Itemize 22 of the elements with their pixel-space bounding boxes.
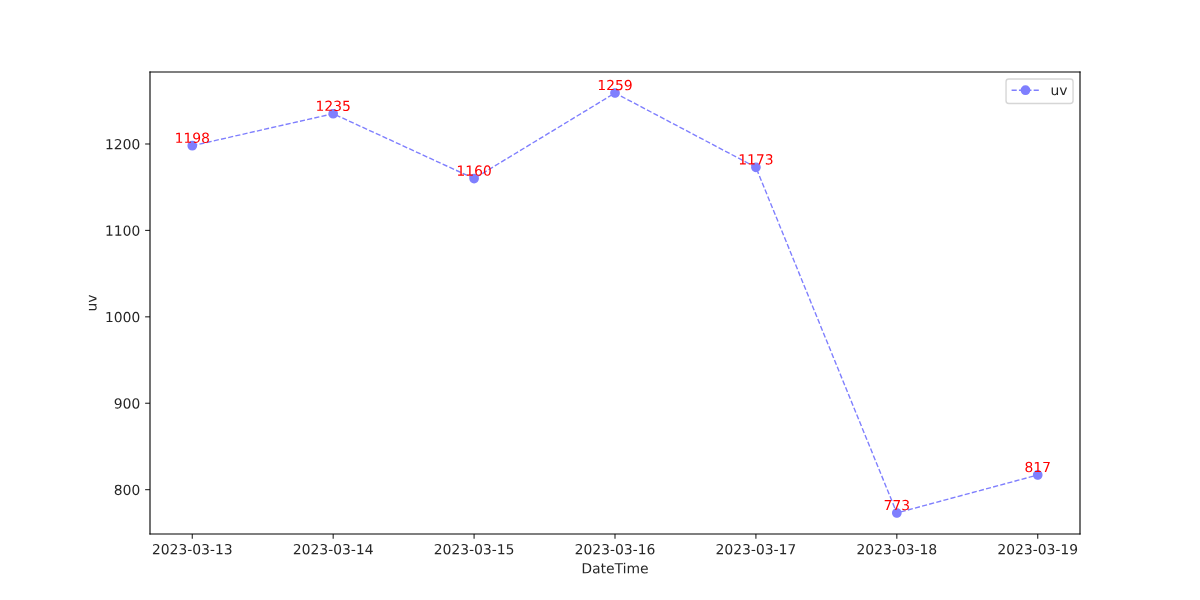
data-label: 773 [884, 499, 909, 511]
data-label: 1259 [598, 79, 632, 91]
y-tick-label: 1000 [106, 311, 140, 323]
x-tick-label: 2023-03-16 [575, 543, 655, 555]
data-label: 1173 [739, 154, 773, 165]
y-tick-label: 1200 [106, 138, 140, 150]
data-label: 1198 [176, 132, 209, 144]
y-tick-label: 900 [114, 398, 140, 409]
y-tick-label: 1100 [106, 225, 140, 236]
x-tick-label: 2023-03-17 [716, 543, 796, 555]
data-label: 1160 [457, 165, 491, 176]
x-tick-label: 2023-03-15 [434, 543, 514, 555]
y-tick-label: 800 [114, 484, 140, 496]
y-axis-title: uv [88, 294, 97, 311]
x-axis-title: DateTime [582, 562, 648, 574]
legend-label: uv [1051, 87, 1068, 96]
x-tick-label: 2023-03-14 [293, 543, 373, 555]
data-label: 1235 [317, 100, 350, 112]
x-tick-label: 2023-03-19 [998, 543, 1078, 555]
x-tick-label: 2023-03-13 [152, 543, 232, 555]
data-label: 817 [1025, 461, 1050, 473]
x-tick-label: 2023-03-18 [857, 543, 937, 555]
